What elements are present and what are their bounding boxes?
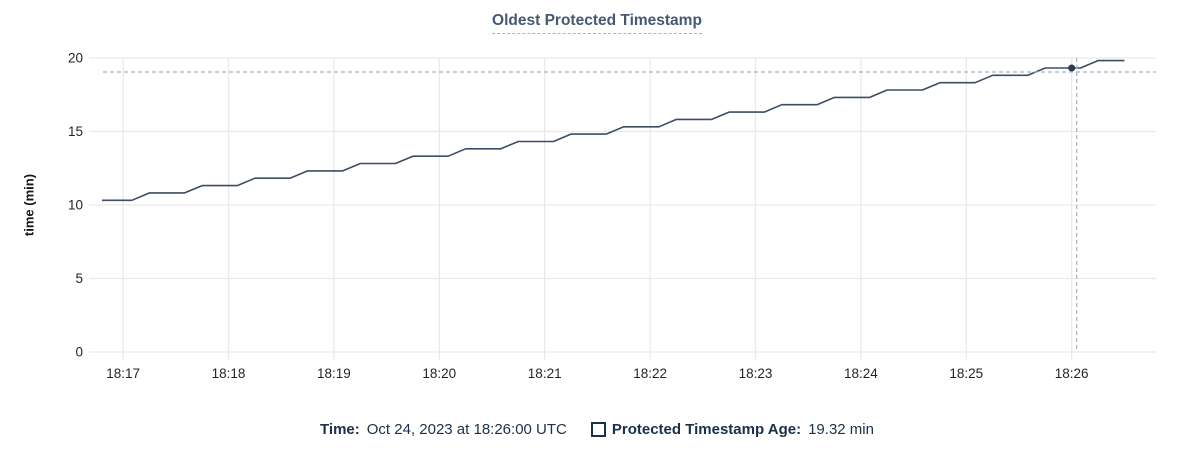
series-swatch-icon [590,422,606,437]
x-tick-label: 18:18 [212,366,246,381]
x-tick-label: 18:24 [844,366,878,381]
y-tick-label: 10 [68,198,83,213]
chart-title[interactable]: Oldest Protected Timestamp [492,12,702,34]
legend-time-label: Time: [320,421,360,438]
legend-time-value: Oct 24, 2023 at 18:26:00 UTC [366,421,567,438]
x-tick-label: 18:21 [528,366,562,381]
legend-series-value: 19.32 min [808,421,874,438]
x-tick-label: 18:17 [106,366,140,381]
y-tick-label: 5 [75,271,83,286]
legend-series-label: Protected Timestamp Age: [611,421,802,438]
hover-dot [1068,64,1076,72]
x-tick-label: 18:25 [949,366,983,381]
legend-series-toggle[interactable]: Protected Timestamp Age: 19.32 min [590,421,874,438]
y-tick-label: 0 [75,345,83,360]
x-tick-label: 18:20 [422,366,456,381]
series-line [102,59,1125,202]
x-tick-label: 18:19 [317,366,351,381]
x-tick-label: 18:22 [633,366,667,381]
legend: Time: Oct 24, 2023 at 18:26:00 UTC Prote… [0,421,1194,438]
chart-header: Oldest Protected Timestamp [0,12,1194,34]
x-tick-label: 18:23 [739,366,773,381]
y-tick-label: 20 [68,51,83,66]
y-tick-label: 15 [68,124,83,139]
x-tick-label: 18:26 [1055,366,1089,381]
